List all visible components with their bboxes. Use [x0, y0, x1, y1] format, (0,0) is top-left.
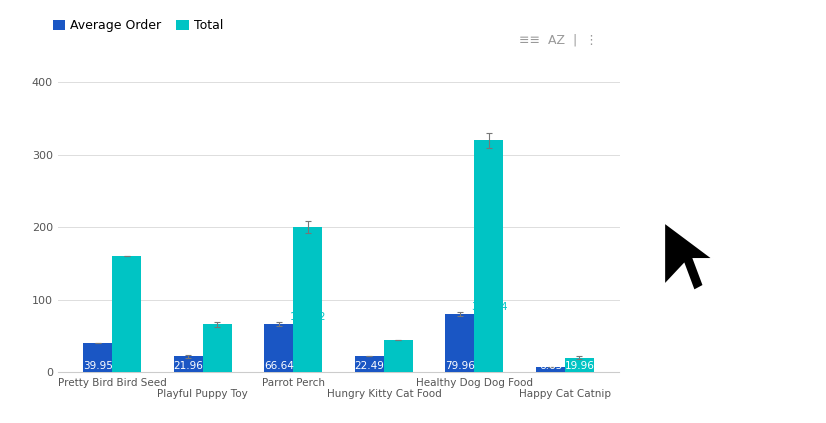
Bar — [174, 356, 203, 372]
Text: 21.96: 21.96 — [173, 361, 203, 371]
Bar — [264, 324, 293, 372]
Polygon shape — [664, 222, 714, 291]
Text: 39.95: 39.95 — [83, 361, 113, 371]
Bar — [536, 368, 565, 372]
Text: 6.65: 6.65 — [539, 361, 563, 371]
Bar — [565, 358, 594, 372]
Text: 199.92: 199.92 — [290, 312, 326, 322]
Text: 79.96: 79.96 — [445, 361, 475, 371]
Bar — [384, 340, 413, 372]
Bar — [112, 256, 141, 372]
Text: 19.96: 19.96 — [564, 361, 595, 371]
Bar — [83, 343, 112, 372]
Bar — [445, 314, 474, 372]
Text: 159.8: 159.8 — [112, 331, 142, 341]
Text: 319.84: 319.84 — [471, 302, 507, 312]
Text: 22.49: 22.49 — [354, 361, 384, 371]
Text: 65.89: 65.89 — [202, 344, 232, 354]
Bar — [474, 140, 503, 372]
Text: 44.97: 44.97 — [383, 344, 413, 354]
Bar — [293, 227, 322, 372]
Text: ≡≡  AZ  |  ⋮: ≡≡ AZ | ⋮ — [519, 34, 597, 47]
Text: 66.64: 66.64 — [264, 361, 294, 371]
Bar — [203, 324, 232, 372]
Legend: Average Order, Total: Average Order, Total — [53, 19, 223, 32]
Bar — [355, 356, 384, 372]
